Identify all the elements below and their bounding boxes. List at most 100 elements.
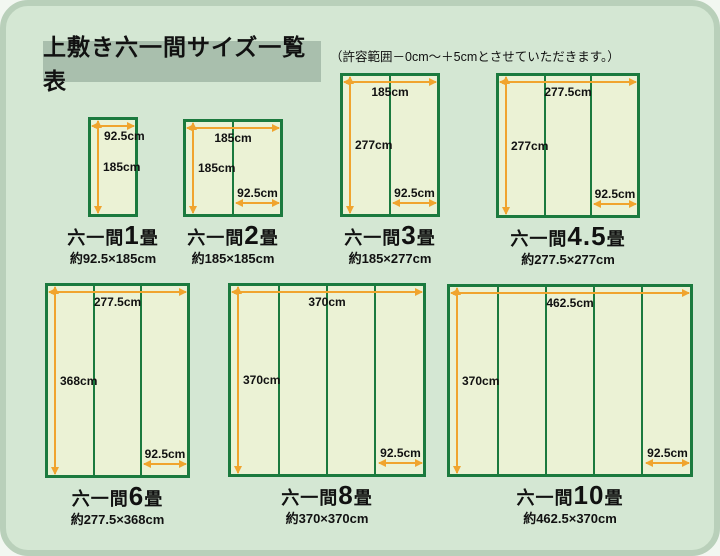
width-arrow: [48, 288, 187, 296]
mat-unit: 畳: [144, 489, 164, 509]
diagram-approx-size: 約277.5×368cm: [70, 512, 165, 527]
mat-width-dimension-label: 92.5cm: [394, 186, 435, 200]
series-name: 六一間: [67, 228, 125, 248]
height-dimension-label: 370cm: [462, 373, 500, 388]
series-name: 六一間: [516, 488, 574, 508]
mat-divider: [139, 286, 142, 475]
mat-width-arrow: [235, 199, 280, 207]
mat-unit: 畳: [606, 229, 626, 249]
diagram-caption: 六一間2畳: [187, 222, 278, 248]
mat-outline: [45, 283, 190, 478]
diagram-caption: 六一間3畳: [344, 222, 435, 248]
diagram-approx-size: 約370×370cm: [285, 511, 369, 526]
diagram-approx-size: 約277.5×277cm: [521, 252, 615, 267]
mat-divider: [544, 76, 546, 215]
mat-unit: 畳: [259, 228, 279, 248]
width-arrow: [499, 78, 637, 86]
height-dimension-label: 370cm: [243, 373, 281, 387]
mat-divider: [593, 287, 595, 474]
mat-width-dimension-label: 92.5cm: [380, 446, 421, 460]
height-arrow: [94, 120, 102, 214]
tolerance-note: （許容範囲－0cm～＋5cmとさせていただきます。）: [330, 50, 620, 64]
height-arrow: [346, 76, 354, 214]
width-dimension-label: 277.5cm: [544, 85, 592, 99]
height-arrow: [453, 287, 461, 474]
mat-divider: [374, 286, 376, 474]
mat-unit: 畳: [139, 228, 159, 248]
width-arrow: [343, 78, 437, 86]
mat-divider: [278, 286, 280, 474]
mat-divider: [641, 287, 643, 474]
diagram-caption: 六一間10畳: [517, 482, 624, 508]
mat-unit: 畳: [604, 488, 624, 508]
mat-count: 4.5: [567, 221, 607, 251]
diagram-2jo: 185cm 185cm 92.5cm 六一間2畳 約185×185cm: [183, 119, 283, 266]
mat-count: 6: [128, 481, 145, 511]
width-arrow: [186, 124, 280, 132]
width-arrow: [231, 288, 423, 296]
diagram-caption: 六一間1畳: [67, 222, 158, 248]
width-dimension-label: 92.5cm: [104, 129, 145, 143]
mat-count: 8: [338, 480, 354, 510]
series-name: 六一間: [187, 228, 245, 248]
width-dimension-label: 462.5cm: [546, 296, 594, 310]
mat-count: 3: [401, 220, 417, 250]
width-dimension-label: 185cm: [371, 85, 409, 99]
series-name: 六一間: [281, 488, 339, 508]
series-name: 六一間: [71, 489, 129, 509]
mat-outline: [447, 284, 693, 477]
diagram-3jo: 185cm 277cm 92.5cm 六一間3畳 約185×277cm: [340, 73, 440, 266]
diagram-caption: 六一間8畳: [281, 482, 372, 508]
chart-title: 上敷き六一間サイズ一覧表: [43, 33, 307, 94]
mat-width-dimension-label: 92.5cm: [647, 446, 688, 460]
mat-outline: [88, 117, 138, 217]
mat-divider: [497, 287, 499, 474]
height-dimension-label: 277cm: [355, 138, 393, 152]
width-dimension-label: 370cm: [308, 295, 346, 309]
width-arrow: [450, 289, 690, 297]
diagram-caption: 六一間6畳: [72, 483, 163, 509]
mat-count: 1: [124, 220, 140, 250]
width-dimension-label: 277.5cm: [93, 295, 142, 309]
mat-width-dimension-label: 92.5cm: [237, 186, 278, 200]
mat-unit: 畳: [416, 228, 436, 248]
diagram-approx-size: 約462.5×370cm: [523, 511, 617, 526]
height-dimension-label: 185cm: [198, 161, 236, 175]
diagram-10jo: 462.5cm 370cm 92.5cm 六一間10畳 約462.5×370cm: [447, 284, 693, 526]
diagram-approx-size: 約185×277cm: [348, 251, 432, 266]
mat-divider: [232, 122, 234, 214]
mat-divider: [326, 286, 328, 474]
height-arrow: [234, 286, 242, 474]
mat-divider: [93, 286, 96, 475]
diagram-8jo: 370cm 370cm 92.5cm 六一間8畳 約370×370cm: [228, 283, 426, 526]
mat-outline: [183, 119, 283, 217]
height-dimension-label: 277cm: [511, 138, 549, 153]
mat-outline: [496, 73, 640, 218]
height-dimension-label: 368cm: [60, 373, 98, 388]
diagram-1jo: 92.5cm 185cm 六一間1畳 約92.5×185cm: [67, 117, 158, 266]
diagram-6jo: 277.5cm 368cm 92.5cm 六一間6畳 約277.5×368cm: [45, 283, 190, 527]
series-name: 六一間: [344, 228, 402, 248]
mat-width-dimension-label: 92.5cm: [144, 447, 186, 461]
mat-divider: [545, 287, 547, 474]
height-arrow: [51, 286, 59, 475]
mat-outline: [228, 283, 426, 477]
height-arrow: [189, 122, 197, 214]
mat-outline: [340, 73, 440, 217]
series-name: 六一間: [510, 229, 568, 249]
mat-unit: 畳: [353, 488, 373, 508]
mat-width-arrow: [593, 200, 637, 208]
mat-divider: [389, 76, 391, 214]
mat-width-arrow: [645, 459, 690, 467]
mat-count: 2: [244, 220, 260, 250]
mat-width-dimension-label: 92.5cm: [594, 187, 636, 201]
width-dimension-label: 185cm: [214, 131, 252, 145]
diagram-caption: 六一間4.5畳: [510, 223, 625, 249]
height-dimension-label: 185cm: [103, 160, 141, 174]
height-arrow: [502, 76, 510, 215]
mat-width-arrow: [392, 199, 437, 207]
mat-width-arrow: [378, 459, 423, 467]
mat-count: 10: [573, 480, 605, 510]
diagram-approx-size: 約92.5×185cm: [69, 251, 157, 266]
diagram-4-5jo: 277.5cm 277cm 92.5cm 六一間4.5畳 約277.5×277c…: [496, 73, 640, 267]
